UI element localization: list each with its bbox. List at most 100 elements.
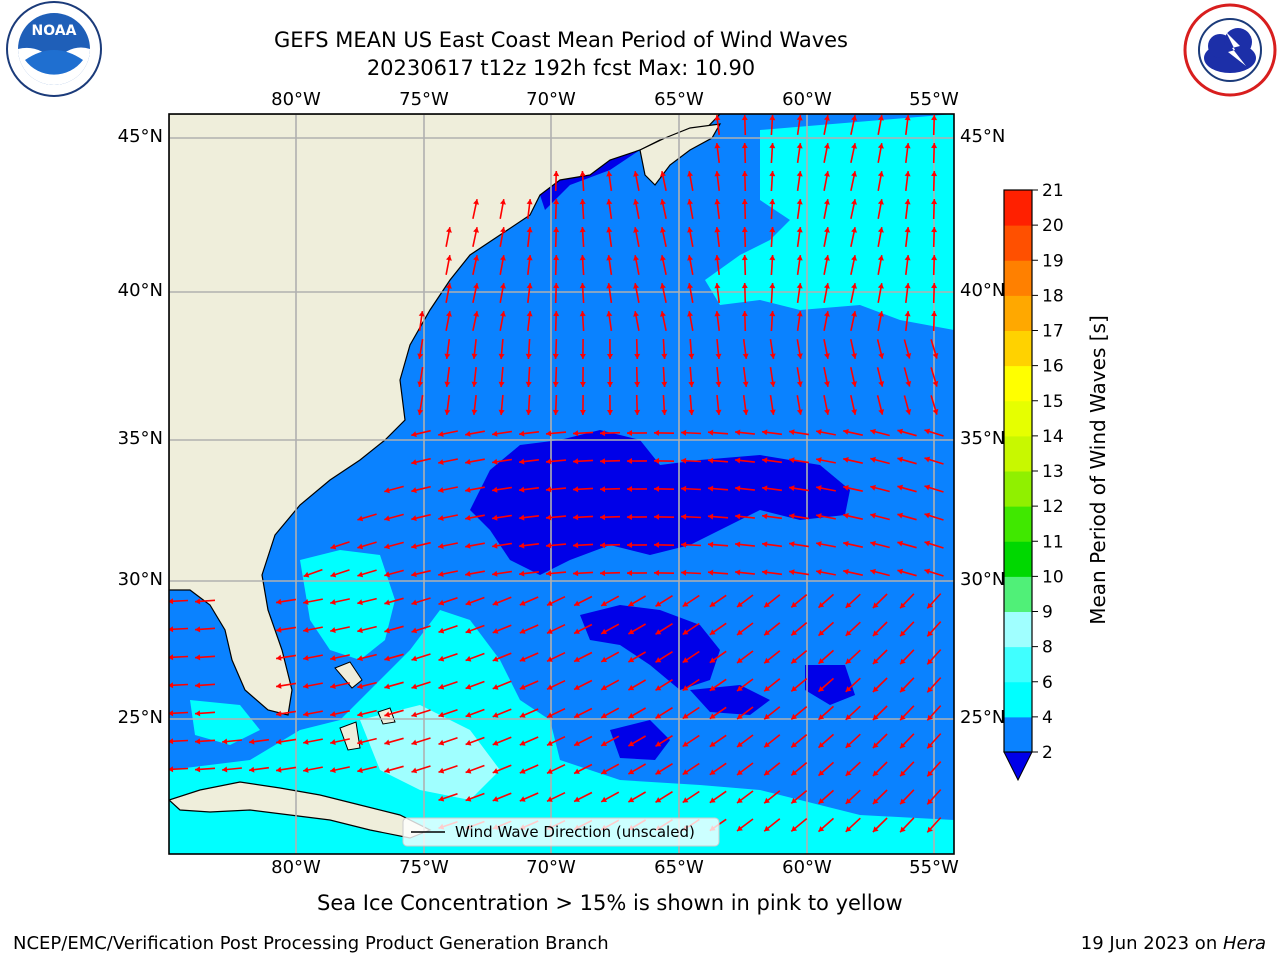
wind-arrow-head: [574, 768, 580, 774]
wind-arrow-head: [574, 656, 580, 662]
wind-arrow-head: [628, 628, 635, 635]
wind-arrow-head: [741, 255, 748, 261]
wind-arrow-head: [900, 826, 906, 833]
wind-arrow-head: [357, 739, 363, 746]
wind-arrow-head: [573, 570, 579, 577]
wind-arrow-head: [465, 486, 471, 493]
wind-arrow-head: [796, 381, 803, 387]
wind-arrow-head: [519, 570, 525, 577]
wind-arrow-head: [195, 626, 201, 633]
land-bahamas-2: [339, 721, 361, 751]
wind-arrow-head: [357, 627, 363, 634]
wind-arrow-head: [877, 283, 884, 289]
lon-label-bottom-70w: 70°W: [526, 857, 576, 878]
lon-label-top-80w: 80°W: [271, 89, 321, 110]
wind-arrow-head: [195, 710, 201, 717]
wind-arrow-head: [682, 797, 689, 803]
wind-arrow-head: [769, 311, 776, 317]
wind-arrow-head: [465, 599, 472, 606]
wind-arrow-head: [606, 255, 613, 261]
colorbar-swatch: [1004, 681, 1032, 718]
wind-arrow-head: [330, 739, 336, 745]
wind-arrow-head: [519, 458, 525, 465]
wind-arrow-head: [411, 487, 417, 494]
wind-arrow-head: [735, 513, 741, 520]
wind-arrow-head: [546, 486, 552, 493]
colorbar-tick-label: 14: [1042, 427, 1064, 447]
wind-arrow-head: [573, 430, 579, 437]
wind-arrow-head: [357, 571, 364, 578]
wind-arrow-head: [796, 143, 803, 149]
wind-arrow-head: [500, 283, 506, 289]
sea-ice-note: Sea Ice Concentration > 15% is shown in …: [317, 891, 903, 915]
wind-arrow-head: [579, 354, 586, 359]
wind-arrow-head: [851, 171, 857, 177]
wind-arrow-head: [927, 630, 933, 637]
wind-arrow-head: [764, 825, 770, 832]
wind-arrow-head: [661, 353, 668, 359]
wind-arrow-head: [553, 199, 560, 205]
colorbar-label: Mean Period of Wind Waves [s]: [1086, 315, 1110, 625]
wind-arrow-head: [816, 513, 822, 519]
wind-arrow-head: [492, 656, 499, 662]
cyan-region-gulf: [190, 700, 260, 745]
wind-arrow-head: [872, 770, 879, 776]
wind-arrow-head: [843, 541, 849, 547]
wind-arrow-head: [519, 542, 525, 549]
wind-arrow-head: [465, 514, 471, 521]
wind-arrow-head: [789, 429, 795, 436]
wind-arrow-head: [769, 115, 776, 121]
wind-arrow-head: [627, 542, 632, 548]
wind-arrow-head: [897, 512, 903, 519]
wind-arrow-head: [384, 767, 390, 774]
lon-label-bottom-75w: 75°W: [399, 857, 449, 878]
wind-arrow-head: [741, 171, 748, 177]
wind-arrow-head: [927, 686, 933, 693]
wind-arrow-head: [633, 171, 639, 177]
colorbar-tick-label: 13: [1042, 462, 1064, 482]
colorbar-tick-label: 19: [1042, 251, 1064, 271]
colorbar-tick-label: 17: [1042, 322, 1064, 342]
lat-label-right-30n: 30°N: [960, 569, 1006, 590]
wind-arrow-head: [169, 710, 174, 717]
colorbar-swatch: [1004, 295, 1032, 331]
wind-arrow-head: [492, 514, 498, 521]
lat-label-left-30n: 30°N: [117, 569, 163, 590]
wind-arrow-head: [764, 713, 770, 720]
wind-arrow-head: [579, 283, 586, 289]
wind-arrow-head: [627, 514, 632, 520]
colorbar-tick-label: 8: [1042, 638, 1053, 658]
lon-label-top-65w: 65°W: [654, 89, 704, 110]
wind-arrow-head: [411, 543, 417, 550]
colorbar-under-arrow: [1003, 751, 1033, 782]
wind-arrow-head: [796, 199, 803, 205]
wind-arrow-head: [709, 741, 716, 747]
wind-arrow-head: [465, 711, 472, 718]
lat-label-right-25n: 25°N: [960, 707, 1006, 728]
wind-arrow-head: [357, 655, 363, 662]
wind-arrow-head: [737, 797, 743, 803]
wind-arrow-head: [870, 428, 876, 435]
wind-arrow-head: [870, 512, 876, 519]
wind-arrow-head: [526, 283, 533, 289]
wind-arrow-head: [498, 381, 505, 387]
colorbar-swatch: [1004, 471, 1032, 507]
wind-arrow-head: [681, 429, 687, 436]
wind-arrow-head: [715, 353, 722, 359]
wind-arrow-head: [601, 740, 607, 746]
dark-blue-coastal-strip: [540, 150, 640, 210]
wind-arrow-head: [824, 381, 830, 387]
wind-arrow-head: [851, 115, 857, 121]
footer-date: 19 Jun 2023 on: [1080, 933, 1223, 954]
wind-arrow-head: [438, 515, 444, 521]
wind-arrow-head: [769, 381, 776, 387]
wind-arrow-head: [411, 655, 418, 662]
wind-arrow-head: [741, 143, 748, 149]
colorbar-swatch: [1004, 330, 1032, 367]
lon-label-top-60w: 60°W: [782, 89, 832, 110]
wind-arrow-head: [709, 797, 716, 803]
wind-arrow-head: [878, 381, 885, 387]
wind-arrow-head: [791, 741, 798, 748]
wind-arrow-head: [195, 766, 201, 773]
wind-arrow-head: [169, 598, 174, 605]
